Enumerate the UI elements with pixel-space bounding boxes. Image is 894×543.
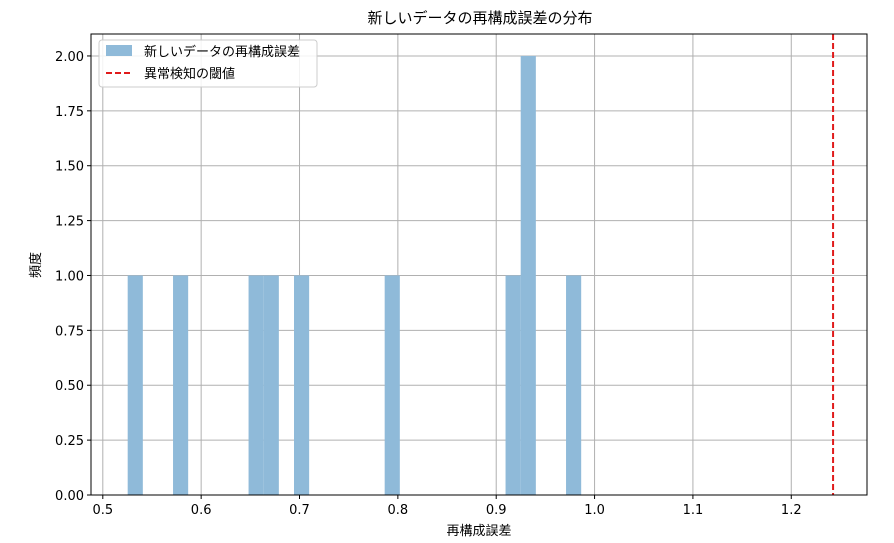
- x-tick-label: 0.6: [191, 503, 212, 518]
- histogram-bar: [248, 275, 264, 495]
- y-tick-label: 1.75: [55, 105, 84, 120]
- chart-title: 新しいデータの再構成誤差の分布: [367, 9, 592, 27]
- x-axis-title: 再構成誤差: [446, 523, 511, 539]
- y-tick-label: 2.00: [55, 50, 84, 65]
- x-tick-label: 1.2: [781, 503, 802, 518]
- x-tick-label: 0.8: [388, 503, 409, 518]
- x-tick-label: 0.7: [289, 503, 310, 518]
- histogram-bar: [293, 275, 310, 495]
- histogram-bar: [566, 275, 582, 495]
- x-tick-label: 0.5: [92, 503, 113, 518]
- histogram-bar: [520, 55, 536, 495]
- histogram-bar: [263, 275, 279, 495]
- histogram-bar: [505, 275, 521, 495]
- histogram-bar: [173, 275, 189, 495]
- x-tick-label: 0.9: [486, 503, 507, 518]
- y-tick-label: 0.50: [55, 379, 84, 394]
- y-tick-label: 1.25: [55, 215, 84, 230]
- y-axis-title: 頻度: [28, 252, 44, 278]
- x-tick-label: 1.1: [683, 503, 704, 518]
- legend: 新しいデータの再構成誤差 異常検知の閾値: [98, 39, 318, 88]
- histogram-bars: [127, 55, 582, 495]
- y-tick-label: 0.00: [55, 489, 84, 504]
- y-tick-label: 0.75: [55, 324, 84, 339]
- histogram-bar: [127, 275, 143, 495]
- y-tick-label: 1.00: [55, 269, 84, 284]
- x-axis-ticks: 0.5 0.6 0.7 0.8 0.9 1.0 1.1 1.2: [92, 495, 802, 518]
- y-tick-label: 1.50: [55, 160, 84, 175]
- legend-label-histogram: 新しいデータの再構成誤差: [144, 44, 300, 60]
- histogram-bar: [384, 275, 400, 495]
- y-axis-ticks: 0.00 0.25 0.50 0.75 1.00 1.25 1.50 1.75 2.00: [55, 50, 91, 504]
- legend-label-threshold: 異常検知の閾値: [144, 66, 235, 82]
- legend-swatch-histogram: [106, 45, 132, 56]
- y-tick-label: 0.25: [55, 434, 84, 449]
- x-tick-label: 1.0: [584, 503, 605, 518]
- legend-box: [98, 39, 318, 88]
- plot-frame: [90, 33, 868, 496]
